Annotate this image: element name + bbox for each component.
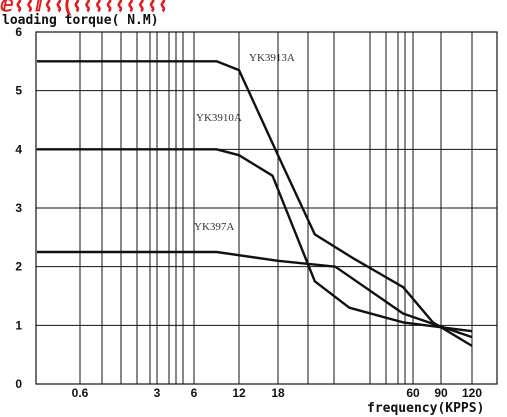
y-tick-labels: 0 1 2 3 4 5 6 — [15, 25, 22, 391]
x-tick-label: 90 — [434, 386, 448, 400]
series-label-yk3913a: YK3913A — [249, 52, 295, 64]
header-fragment: ⅇ⌇⌇ⅈ⌇⌇(⌇⌇⌇⌇⌇⌇⌇⌇⌇ — [0, 0, 168, 16]
x-tick-label: 120 — [462, 386, 482, 400]
series-label-yk397a: YK397A — [194, 221, 234, 233]
x-tick-label: 3 — [154, 386, 161, 400]
grid — [35, 31, 498, 385]
y-tick-label: 0 — [15, 377, 22, 391]
y-tick-label: 5 — [15, 84, 22, 98]
x-tick-labels: 0.6 3 6 12 18 60 90 120 — [72, 386, 483, 400]
series-line-yk397a — [37, 250, 473, 339]
x-tick-label: 12 — [232, 386, 246, 400]
y-tick-label: 4 — [15, 142, 22, 156]
series-labels: YK3913A YK3910A YK397A — [194, 52, 295, 233]
y-tick-label: 1 — [15, 318, 22, 332]
y-tick-label: 6 — [15, 25, 22, 39]
x-tick-label: 18 — [271, 386, 285, 400]
x-tick-label: 6 — [191, 386, 198, 400]
y-tick-label: 2 — [15, 260, 22, 274]
series-lines — [37, 60, 473, 347]
y-tick-label: 3 — [15, 201, 22, 215]
x-tick-label: 0.6 — [72, 386, 89, 400]
series-line-yk3913a — [37, 60, 473, 347]
series-label-yk3910a: YK3910A — [196, 112, 242, 124]
x-axis-label: frequency(KPPS) — [367, 401, 484, 416]
y-axis-label: loading torque( N.M) — [2, 13, 159, 28]
series-line-yk3910a — [37, 148, 473, 333]
x-tick-label: 60 — [406, 386, 420, 400]
